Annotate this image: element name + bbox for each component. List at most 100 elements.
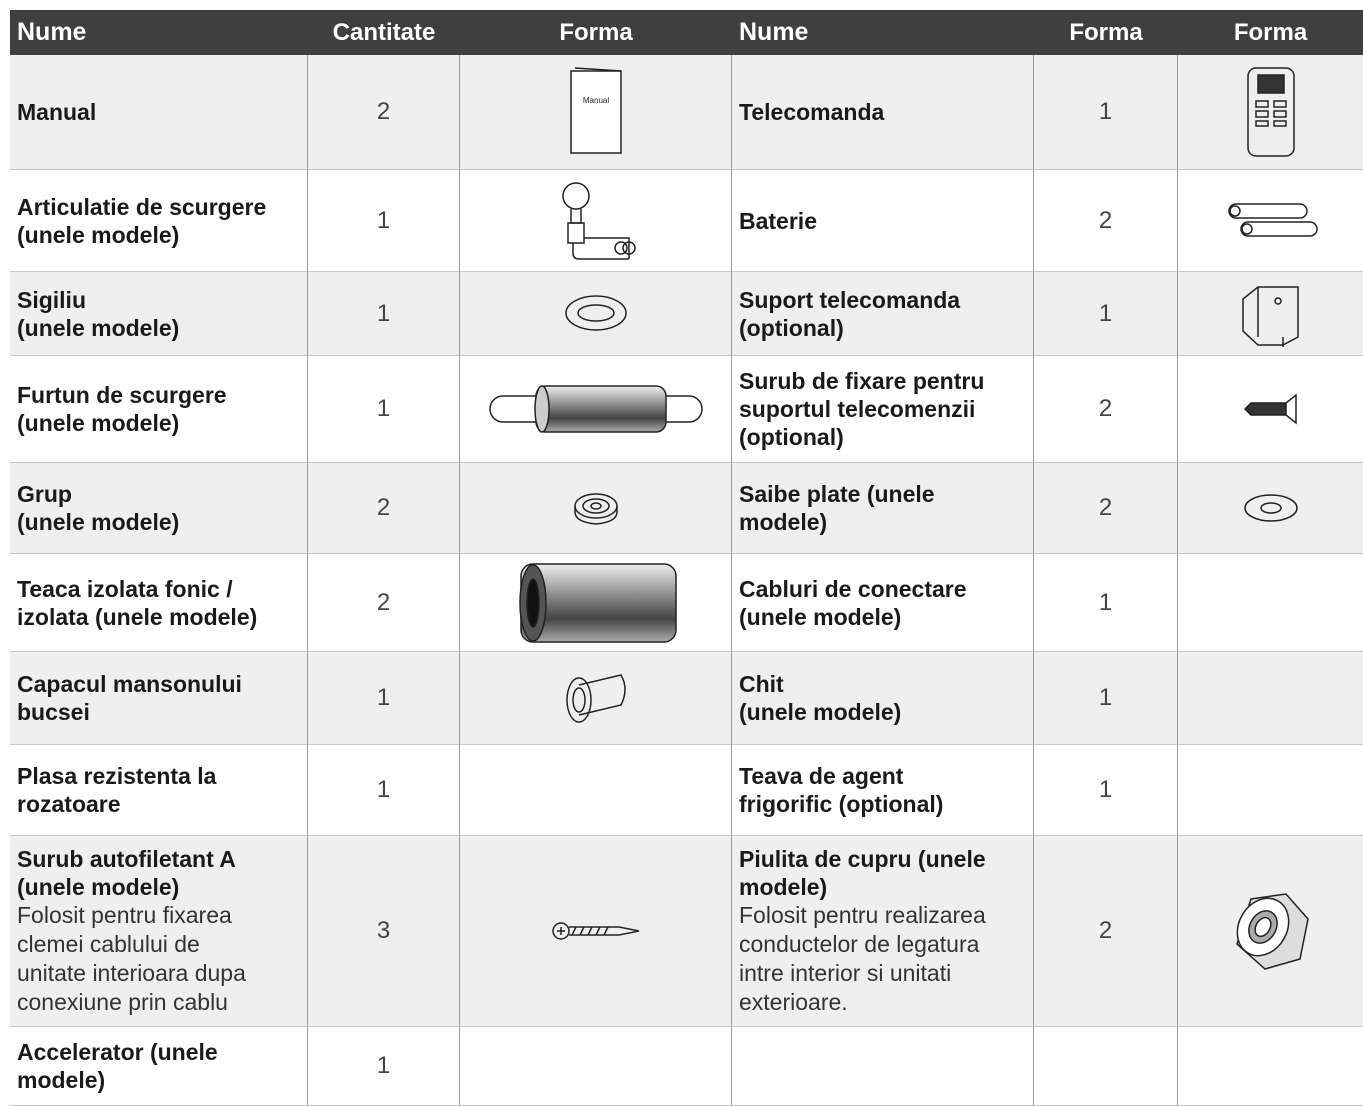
icon: Manual: [569, 66, 622, 154]
item-name: Furtun de scurgere (unele modele): [17, 382, 227, 436]
item-name: Saibe plate (unele modele): [739, 481, 935, 535]
icon: [1243, 392, 1297, 425]
shape-cell: [460, 836, 732, 1027]
name-cell: Surub de fixare pentru suportul telecome…: [732, 356, 1034, 463]
name-cell: Cabluri de conectare (unele modele): [732, 554, 1034, 652]
name-cell: Manual: [10, 55, 308, 170]
icon: [565, 673, 626, 723]
header-text: Cantitate: [332, 18, 436, 46]
item-name: Teava de agent frigorific (optional): [739, 763, 944, 817]
name-cell: Chit (unele modele): [732, 652, 1034, 745]
icon: [564, 295, 627, 331]
shape-cell: [1178, 170, 1363, 272]
quantity: 1: [376, 206, 391, 234]
quantity-cell: 1: [1034, 272, 1178, 356]
quantity: 1: [1098, 684, 1113, 711]
header-text: Forma: [1069, 18, 1143, 46]
name-cell: Telecomanda: [732, 55, 1034, 170]
shape-cell: [1178, 1027, 1363, 1106]
quantity-cell: 2: [308, 55, 460, 170]
quantity-cell: [1034, 1027, 1178, 1106]
item-name: Plasa rezistenta la rozatoare: [17, 763, 217, 817]
quantity-cell: 2: [1034, 356, 1178, 463]
icon: [1246, 66, 1295, 157]
header-cell: Nume: [732, 10, 1034, 55]
header-cell: Forma: [1178, 10, 1363, 55]
quantity-cell: 2: [1034, 836, 1178, 1027]
item-note: Folosit pentru fixarea clemei cablului d…: [17, 902, 246, 1015]
icon: [561, 182, 636, 260]
quantity-cell: 2: [308, 463, 460, 554]
quantity: 1: [1098, 776, 1113, 803]
icon: [551, 921, 639, 940]
name-cell: Articulatie de scurgere (unele modele): [10, 170, 308, 272]
item-name: Grup (unele modele): [17, 481, 180, 535]
shape-cell: [460, 554, 732, 652]
header-text: Forma: [559, 18, 633, 46]
quantity: 2: [1098, 917, 1113, 944]
shape-cell: [460, 463, 732, 554]
quantity: 1: [376, 299, 391, 327]
shape-cell: Manual: [460, 55, 732, 170]
item-name: Telecomanda: [739, 99, 885, 125]
shape-cell: [460, 170, 732, 272]
name-cell: Sigiliu (unele modele): [10, 272, 308, 356]
name-cell: Accelerator (unele modele): [10, 1027, 308, 1106]
icon: [488, 384, 703, 433]
quantity-cell: 1: [1034, 55, 1178, 170]
shape-cell: [460, 1027, 732, 1106]
shape-cell: [1178, 463, 1363, 554]
shape-cell: [1178, 55, 1363, 170]
quantity-cell: 1: [308, 170, 460, 272]
header-cell: Forma: [1034, 10, 1178, 55]
shape-cell: [1178, 652, 1363, 745]
quantity: 2: [1098, 395, 1113, 422]
name-cell: Saibe plate (unele modele): [732, 463, 1034, 554]
item-name: Teaca izolata fonic / izolata (unele mod…: [17, 575, 258, 630]
icon: [573, 493, 618, 525]
quantity: 2: [1098, 494, 1113, 521]
name-cell: Baterie: [732, 170, 1034, 272]
header-cell: Cantitate: [308, 10, 460, 55]
quantity: 2: [376, 588, 391, 616]
icon: [1235, 892, 1309, 970]
item-name: Chit (unele modele): [739, 671, 902, 725]
icon: [1242, 285, 1299, 347]
name-cell: Plasa rezistenta la rozatoare: [10, 745, 308, 836]
quantity-cell: 1: [308, 1027, 460, 1106]
quantity-cell: 1: [1034, 745, 1178, 836]
item-name: Suport telecomanda (optional): [739, 286, 961, 341]
shape-cell: [1178, 554, 1363, 652]
quantity: 1: [1098, 98, 1113, 125]
shape-cell: [1178, 745, 1363, 836]
quantity: 2: [376, 494, 391, 521]
shape-cell: [460, 745, 732, 836]
name-cell: Grup (unele modele): [10, 463, 308, 554]
quantity-cell: 2: [1034, 463, 1178, 554]
quantity: 1: [376, 684, 391, 711]
name-cell: Furtun de scurgere (unele modele): [10, 356, 308, 463]
shape-cell: [460, 272, 732, 356]
quantity: 1: [376, 776, 391, 803]
item-name: Capacul mansonului bucsei: [17, 671, 242, 725]
name-cell: Suport telecomanda (optional): [732, 272, 1034, 356]
item-name: Accelerator (unele modele): [17, 1039, 218, 1093]
icon: [518, 563, 677, 643]
icon-label: Manual: [582, 96, 608, 105]
header-cell: Forma: [460, 10, 732, 55]
quantity: 1: [376, 395, 391, 422]
shape-cell: [460, 652, 732, 745]
quantity-cell: 1: [308, 356, 460, 463]
quantity: 1: [1098, 588, 1113, 616]
icon: [1227, 203, 1318, 237]
item-name: Piulita de cupru (unele modele): [739, 846, 986, 900]
quantity-cell: 1: [1034, 652, 1178, 745]
quantity-cell: 1: [308, 272, 460, 356]
item-name: Manual: [17, 99, 97, 125]
quantity-cell: 3: [308, 836, 460, 1027]
name-cell: Surub autofiletant A (unele modele) Folos…: [10, 836, 308, 1027]
quantity: 1: [1098, 299, 1113, 327]
item-name: Sigiliu (unele modele): [17, 286, 180, 341]
header-text: Nume: [17, 18, 87, 46]
